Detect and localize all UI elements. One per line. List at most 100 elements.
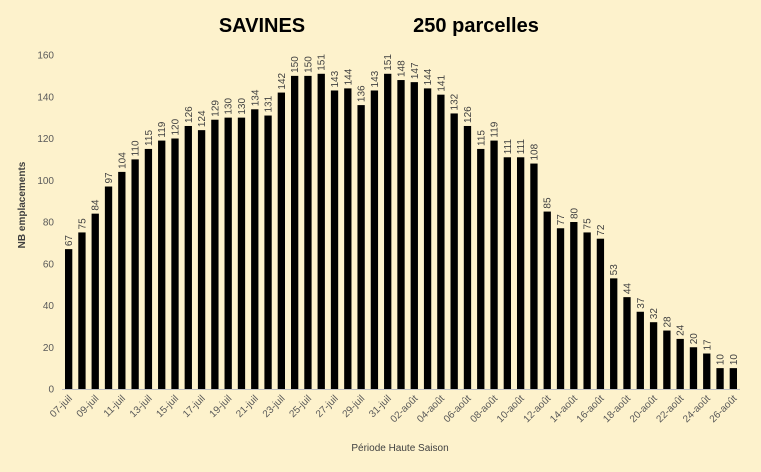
- bar-value-label: 131: [264, 95, 275, 112]
- bar: [410, 82, 418, 389]
- bar-value-label: 147: [410, 62, 421, 79]
- bar: [663, 330, 671, 389]
- bar: [490, 140, 498, 389]
- bar-value-label: 84: [91, 199, 102, 211]
- bar: [304, 75, 312, 389]
- x-tick-label: 25-juil: [287, 393, 314, 420]
- y-tick-label: 100: [37, 176, 54, 187]
- bar: [357, 105, 365, 389]
- x-axis-title: Période Haute Saison: [351, 443, 448, 454]
- bar: [64, 249, 73, 389]
- bar-value-label: 77: [556, 214, 567, 226]
- bar: [516, 157, 525, 389]
- y-tick-label: 60: [43, 259, 55, 270]
- x-tick-label: 18-août: [601, 393, 633, 425]
- x-tick-label: 10-août: [495, 393, 527, 425]
- bar: [211, 119, 219, 390]
- bar-value-label: 130: [237, 98, 248, 115]
- bar: [224, 117, 232, 389]
- bar: [290, 75, 299, 389]
- bar-value-label: 115: [144, 130, 155, 146]
- bar-value-label: 143: [330, 70, 341, 87]
- bar: [610, 278, 618, 389]
- bar: [623, 297, 631, 389]
- bar-value-label: 111: [516, 139, 527, 155]
- chart-title-location: SAVINES: [219, 15, 305, 37]
- bar: [317, 73, 325, 389]
- bar-value-label: 28: [662, 316, 673, 328]
- bar: [197, 130, 206, 389]
- bar: [649, 322, 658, 389]
- bar-value-label: 37: [636, 297, 647, 309]
- bar: [530, 163, 538, 389]
- bar: [237, 117, 246, 389]
- bar-value-label: 126: [463, 106, 474, 123]
- bar: [716, 368, 724, 389]
- bar: [158, 140, 166, 389]
- bar-value-label: 72: [596, 224, 607, 236]
- bar: [118, 171, 126, 389]
- x-tick-label: 22-août: [655, 393, 687, 425]
- bar-value-label: 124: [197, 110, 208, 127]
- bar: [596, 238, 605, 389]
- x-tick-label: 12-août: [522, 393, 554, 425]
- bar-value-label: 97: [104, 172, 115, 184]
- bars-group: [64, 73, 738, 390]
- bar: [144, 148, 153, 389]
- x-tick-label: 11-juil: [102, 393, 128, 419]
- bar-value-label: 119: [490, 121, 501, 137]
- bar: [570, 222, 578, 389]
- bar: [330, 90, 339, 390]
- bar-value-label: 110: [131, 140, 142, 156]
- y-axis: 0 20 40 60 80 100 120 140 160: [37, 51, 54, 396]
- bar: [463, 125, 472, 389]
- bar-value-label: 75: [583, 218, 594, 230]
- y-tick-label: 80: [43, 218, 55, 229]
- bar: [450, 113, 458, 389]
- bar: [503, 157, 512, 389]
- bar: [131, 159, 139, 389]
- bar-value-label: 136: [357, 85, 368, 102]
- bar: [636, 311, 644, 389]
- x-tick-label: 08-août: [468, 393, 500, 425]
- x-tick-label: 29-juil: [341, 393, 368, 420]
- bar-value-label: 104: [117, 152, 128, 169]
- bar-value-label: 53: [609, 264, 620, 276]
- bar-value-label: 132: [450, 93, 461, 110]
- y-tick-label: 120: [37, 134, 54, 145]
- bar: [583, 232, 591, 389]
- x-tick-label: 07-juil: [48, 393, 75, 420]
- y-tick-label: 20: [43, 343, 55, 354]
- bar-value-label: 10: [729, 354, 740, 366]
- bar-value-label: 142: [277, 72, 288, 89]
- x-tick-label: 14-août: [548, 393, 580, 425]
- x-tick-label: 17-juil: [181, 393, 208, 420]
- bar-value-label: 144: [343, 68, 354, 85]
- bar: [370, 90, 379, 390]
- x-tick-label: 13-juil: [128, 393, 155, 420]
- bar: [264, 115, 272, 389]
- bar-value-label: 148: [397, 60, 408, 77]
- x-tick-label: 27-juil: [314, 393, 341, 420]
- bar: [437, 94, 445, 389]
- bar-value-label: 141: [436, 75, 447, 92]
- x-tick-label: 26-août: [708, 393, 740, 425]
- bar: [78, 232, 86, 389]
- bar-value-label: 129: [210, 100, 221, 117]
- x-tick-label: 19-juil: [208, 393, 235, 420]
- bar-value-label: 126: [184, 106, 195, 123]
- bar: [344, 88, 352, 390]
- x-tick-label: 02-août: [389, 393, 421, 425]
- bar: [251, 109, 259, 390]
- x-tick-label: 16-août: [575, 393, 607, 425]
- bar-value-label: 130: [224, 98, 235, 115]
- x-axis: 07-juil 09-juil 11-juil 13-juil 15-juil 17-ju…: [48, 393, 740, 425]
- bar-value-label: 143: [370, 70, 381, 87]
- bar-value-label: 151: [317, 54, 328, 71]
- bar: [689, 347, 698, 389]
- x-tick-label: 04-août: [415, 393, 447, 425]
- bar-value-label: 150: [303, 56, 314, 73]
